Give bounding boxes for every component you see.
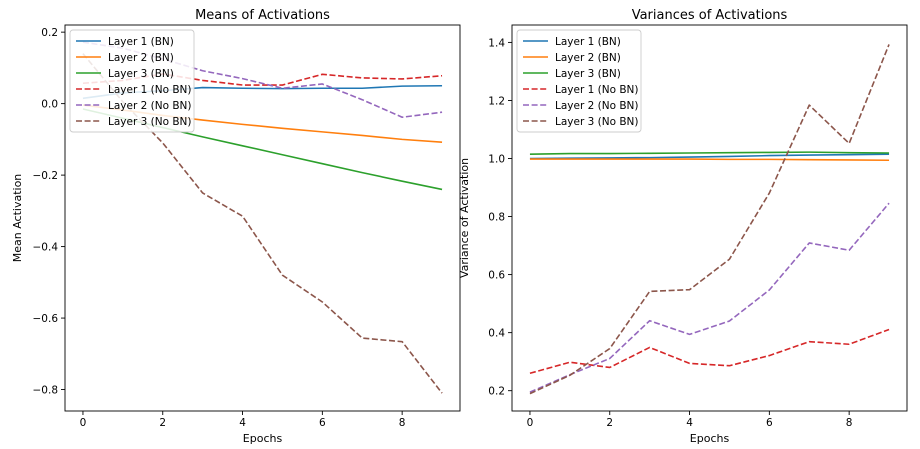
legend-label: Layer 2 (No BN) xyxy=(108,100,192,112)
x-tick-label: 2 xyxy=(606,417,613,429)
x-axis-label: Epochs xyxy=(243,432,283,445)
x-tick-label: 8 xyxy=(846,417,853,429)
legend-box xyxy=(69,29,195,133)
legend: Layer 1 (BN) Layer 2 (BN) Layer 3 (BN) Laye… xyxy=(69,29,195,133)
x-tick-label: 0 xyxy=(527,417,534,429)
series-line-5 xyxy=(529,202,890,393)
legend-label: Layer 2 (BN) xyxy=(555,52,621,64)
x-tick-label: 2 xyxy=(159,417,166,429)
legend-label: Layer 3 (BN) xyxy=(555,68,621,80)
series-line-4 xyxy=(529,328,890,375)
x-tick-label: 0 xyxy=(80,417,87,429)
y-tick-label: −0.6 xyxy=(33,313,59,325)
legend-label: Layer 1 (BN) xyxy=(108,36,174,48)
y-tick-label: 1.0 xyxy=(488,154,505,166)
x-tick-label: 4 xyxy=(239,417,246,429)
legend-label: Layer 3 (No BN) xyxy=(108,116,192,128)
series-line-2 xyxy=(529,158,890,162)
x-axis-label: Epochs xyxy=(690,432,730,445)
series-line-1 xyxy=(529,153,890,160)
legend: Layer 1 (BN) Layer 2 (BN) Layer 3 (BN) Laye… xyxy=(516,29,642,133)
legend-label: Layer 1 (No BN) xyxy=(555,84,639,96)
x-tick-label: 8 xyxy=(399,417,406,429)
y-tick-label: −0.4 xyxy=(33,242,59,254)
x-tick-label: 4 xyxy=(686,417,693,429)
legend-label: Layer 1 (BN) xyxy=(555,36,621,48)
legend-label: Layer 3 (No BN) xyxy=(555,116,639,128)
y-tick-label: 0.8 xyxy=(488,212,505,224)
y-tick-label: 0.2 xyxy=(41,27,58,39)
series-group xyxy=(529,44,890,395)
y-tick-label: 0.6 xyxy=(488,270,505,282)
y-axis-label: Mean Activation xyxy=(11,174,24,263)
chart-title: Variances of Activations xyxy=(632,8,788,23)
x-tick-label: 6 xyxy=(766,417,773,429)
chart-2: Variances of Activations 0 2 4 6 8 0.2 0.4 0.6 0.… xyxy=(458,8,908,445)
y-tick-label: 0.4 xyxy=(488,328,505,340)
plot-frame xyxy=(64,24,461,412)
y-tick-label: −0.2 xyxy=(33,170,59,182)
y-tick-label: 0.2 xyxy=(488,386,505,398)
y-tick-label: 1.4 xyxy=(488,37,505,49)
y-tick-label: 1.2 xyxy=(488,95,505,107)
series-line-6 xyxy=(529,44,890,395)
series-line-3 xyxy=(529,151,890,155)
y-tick-label: −0.8 xyxy=(33,385,59,397)
chart-1: Means of Activations 0 2 4 6 8 −0.8 −0.6 −0.4 −0.… xyxy=(11,8,461,445)
legend-label: Layer 3 (BN) xyxy=(108,68,174,80)
y-axis-label: Variance of Activation xyxy=(458,158,471,278)
legend-label: Layer 2 (No BN) xyxy=(555,100,639,112)
plot-frame xyxy=(511,24,908,412)
y-tick-label: 0.0 xyxy=(41,99,58,111)
chart-title: Means of Activations xyxy=(195,8,330,23)
legend-label: Layer 1 (No BN) xyxy=(108,84,192,96)
x-tick-label: 6 xyxy=(319,417,326,429)
legend-box xyxy=(516,29,642,133)
legend-label: Layer 2 (BN) xyxy=(108,52,174,64)
